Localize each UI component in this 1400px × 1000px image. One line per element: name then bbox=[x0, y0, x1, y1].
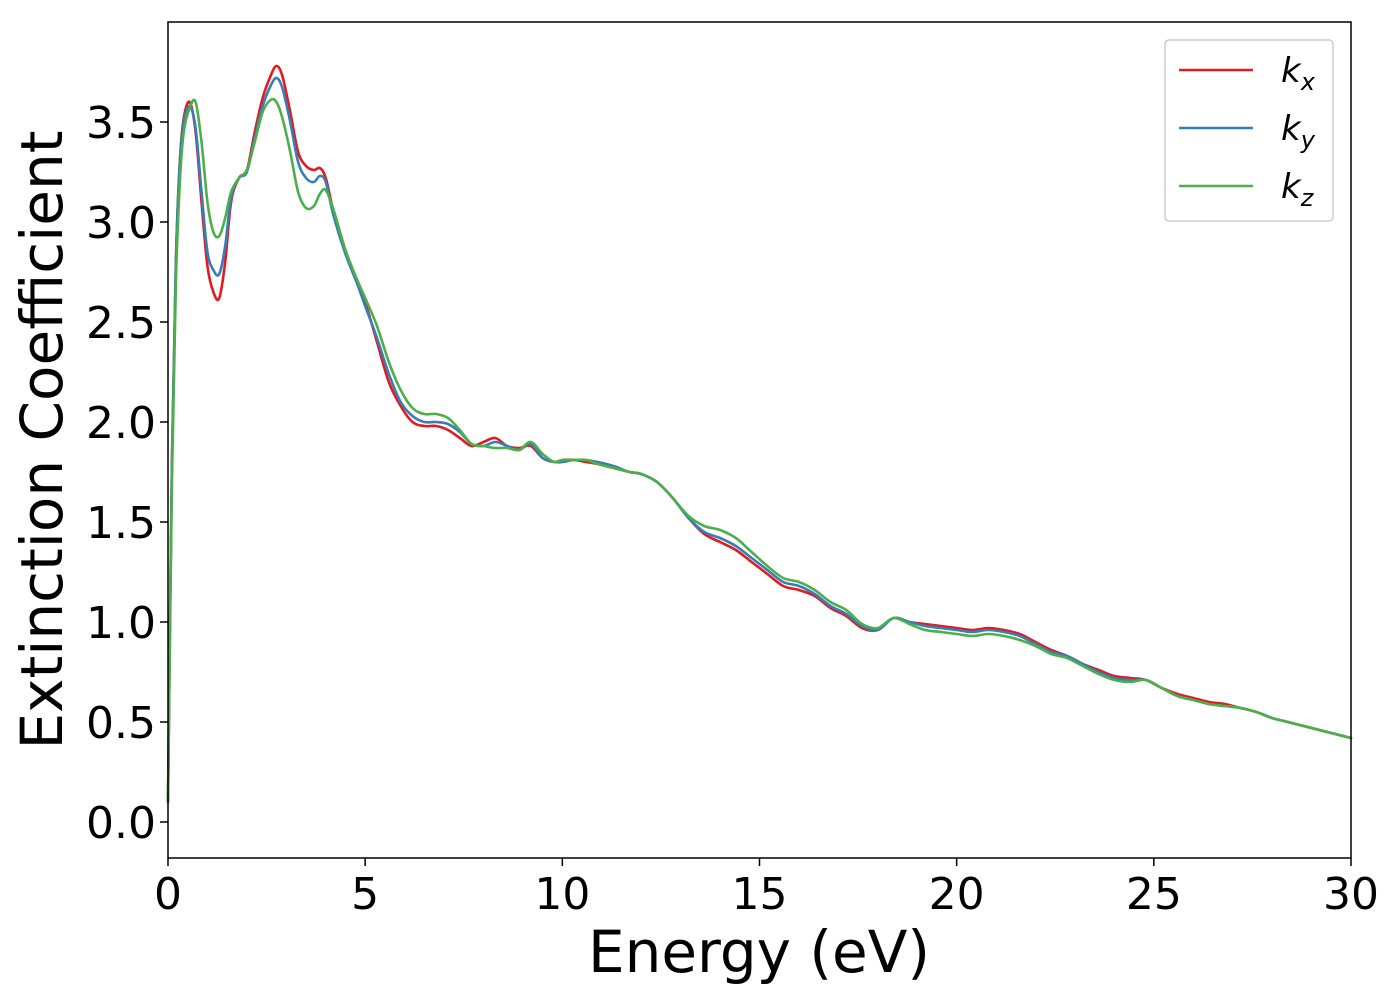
y-tick-label: 3.5 bbox=[86, 98, 156, 149]
x-tick-label: 15 bbox=[732, 869, 788, 920]
y-axis-title: Extinction Coefficient bbox=[8, 131, 76, 750]
x-tick-label: 0 bbox=[154, 869, 182, 920]
y-tick-label: 0.0 bbox=[86, 798, 156, 849]
x-tick-label: 10 bbox=[534, 869, 590, 920]
x-tick-label: 20 bbox=[929, 869, 985, 920]
y-tick-label: 3.0 bbox=[86, 198, 156, 249]
y-axis: 0.0 0.5 1.0 1.5 2.0 2.5 3.0 3.5 bbox=[86, 98, 168, 849]
y-tick-label: 2.5 bbox=[86, 298, 156, 349]
x-axis: 0 5 10 15 20 25 30 bbox=[154, 858, 1379, 920]
legend-label-subscript: x bbox=[1300, 68, 1316, 96]
legend-label-subscript: z bbox=[1300, 184, 1315, 212]
legend-label-main: k bbox=[1281, 51, 1302, 91]
x-axis-title: Energy (eV) bbox=[588, 918, 930, 986]
legend-box bbox=[1164, 39, 1334, 222]
legend-label-subscript: y bbox=[1300, 126, 1316, 154]
legend-label-main: k bbox=[1281, 167, 1302, 207]
y-tick-label: 1.5 bbox=[86, 498, 156, 549]
series-group bbox=[166, 64, 1353, 804]
series-line-kz bbox=[166, 97, 1353, 804]
legend-label-kx: kx bbox=[1281, 51, 1316, 96]
y-tick-label: 2.0 bbox=[86, 398, 156, 449]
y-tick-label: 1.0 bbox=[86, 598, 156, 649]
legend-label-main: k bbox=[1281, 109, 1302, 149]
y-tick-label: 0.5 bbox=[86, 698, 156, 749]
x-tick-label: 25 bbox=[1126, 869, 1182, 920]
x-tick-label: 30 bbox=[1323, 869, 1379, 920]
legend-label-ky: ky bbox=[1281, 109, 1316, 154]
x-tick-label: 5 bbox=[351, 869, 379, 920]
legend-label-kz: kz bbox=[1281, 167, 1315, 212]
